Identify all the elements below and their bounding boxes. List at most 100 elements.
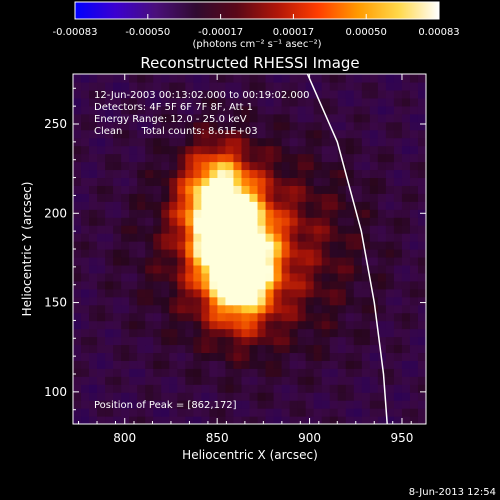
heatmap-cell	[217, 97, 227, 107]
heatmap-cell	[289, 416, 299, 424]
heatmap-cell	[201, 320, 210, 330]
heatmap-cell	[217, 408, 227, 417]
heatmap-cell	[241, 81, 251, 91]
heatmap-cell	[265, 400, 275, 409]
heatmap-cell	[73, 408, 82, 417]
heatmap-cell	[321, 296, 331, 306]
heatmap-cell	[417, 97, 426, 107]
heatmap-cell	[169, 264, 178, 274]
heatmap-cell	[361, 177, 371, 186]
heatmap-cell	[105, 272, 114, 282]
heatmap-cell	[345, 217, 355, 226]
heatmap-cell	[209, 280, 219, 290]
heatmap-cell	[361, 368, 371, 377]
heatmap-cell	[305, 137, 315, 147]
heatmap-cell	[97, 137, 106, 147]
heatmap-cell	[121, 408, 130, 417]
heatmap-cell	[321, 280, 331, 290]
heatmap-cell	[97, 416, 106, 424]
heatmap-cell	[409, 256, 419, 266]
heatmap-cell	[305, 368, 315, 377]
heatmap-cell	[289, 185, 299, 194]
heatmap-cell	[273, 89, 283, 99]
heatmap-cell	[161, 185, 170, 194]
heatmap-cell	[129, 344, 138, 354]
heatmap-cell	[393, 233, 403, 242]
heatmap-cell	[121, 225, 130, 234]
heatmap-cell	[281, 137, 291, 147]
heatmap-cell	[265, 296, 275, 306]
heatmap-cell	[185, 225, 194, 234]
heatmap-cell	[241, 233, 251, 242]
heatmap-cell	[369, 97, 379, 107]
heatmap-cell	[177, 249, 186, 258]
heatmap-cell	[241, 177, 251, 186]
heatmap-cell	[81, 217, 90, 226]
heatmap-cell	[137, 368, 146, 377]
heatmap-cell	[233, 137, 243, 147]
heatmap-cell	[169, 384, 178, 393]
heatmap-cell	[217, 328, 227, 338]
heatmap-cell	[353, 225, 363, 234]
heatmap-cell	[353, 89, 363, 99]
heatmap-cell	[273, 177, 283, 186]
heatmap-cell	[297, 280, 307, 290]
heatmap-cell	[233, 225, 243, 234]
heatmap-cell	[409, 288, 419, 298]
heatmap-cell	[273, 344, 283, 354]
heatmap-cell	[313, 153, 323, 163]
heatmap-cell	[417, 81, 426, 91]
heatmap-cell	[97, 89, 106, 99]
heatmap-cell	[337, 408, 347, 417]
heatmap-cell	[89, 89, 98, 99]
heatmap-cell	[257, 360, 267, 369]
heatmap-cell	[145, 360, 154, 369]
heatmap-cell	[369, 392, 379, 401]
heatmap-cell	[329, 209, 339, 218]
heatmap-cell	[113, 169, 122, 179]
heatmap-cell	[409, 312, 419, 322]
heatmap-cell	[105, 416, 114, 424]
heatmap-cell	[161, 74, 170, 83]
heatmap-cell	[73, 201, 82, 210]
heatmap-cell	[297, 400, 307, 409]
timestamp: 8-Jun-2013 12:54	[409, 487, 496, 498]
heatmap-cell	[97, 336, 106, 346]
heatmap-cell	[409, 113, 419, 123]
heatmap-cell	[393, 312, 403, 322]
heatmap-cell	[89, 105, 98, 115]
heatmap-cell	[145, 74, 154, 83]
heatmap-cell	[97, 328, 106, 338]
heatmap-cell	[393, 97, 403, 107]
heatmap-cell	[401, 89, 411, 99]
heatmap-cell	[105, 368, 114, 377]
heatmap-cell	[193, 241, 202, 250]
heatmap-cell	[321, 97, 331, 107]
heatmap-cell	[73, 161, 82, 171]
heatmap-cell	[401, 137, 411, 147]
heatmap-cell	[305, 280, 315, 290]
heatmap-cell	[321, 121, 331, 131]
heatmap-cell	[129, 137, 138, 147]
heatmap-cell	[89, 193, 98, 202]
heatmap-cell	[97, 352, 106, 361]
heatmap-cell	[209, 360, 219, 369]
heatmap-cell	[329, 81, 339, 91]
heatmap-cell	[353, 169, 363, 179]
heatmap-cell	[377, 185, 387, 194]
heatmap-cell	[97, 153, 106, 163]
heatmap-cell	[121, 400, 130, 409]
heatmap-cell	[121, 249, 130, 258]
heatmap-cell	[361, 233, 371, 242]
heatmap-cell	[105, 113, 114, 123]
heatmap-cell	[193, 225, 202, 234]
heatmap-cell	[113, 209, 122, 218]
heatmap-cell	[329, 368, 339, 377]
heatmap-cell	[385, 113, 395, 123]
heatmap-cell	[169, 217, 178, 226]
heatmap-cell	[409, 296, 419, 306]
heatmap-cell	[377, 320, 387, 330]
heatmap-cell	[185, 161, 194, 171]
heatmap-cell	[377, 288, 387, 298]
heatmap-cell	[289, 153, 299, 163]
